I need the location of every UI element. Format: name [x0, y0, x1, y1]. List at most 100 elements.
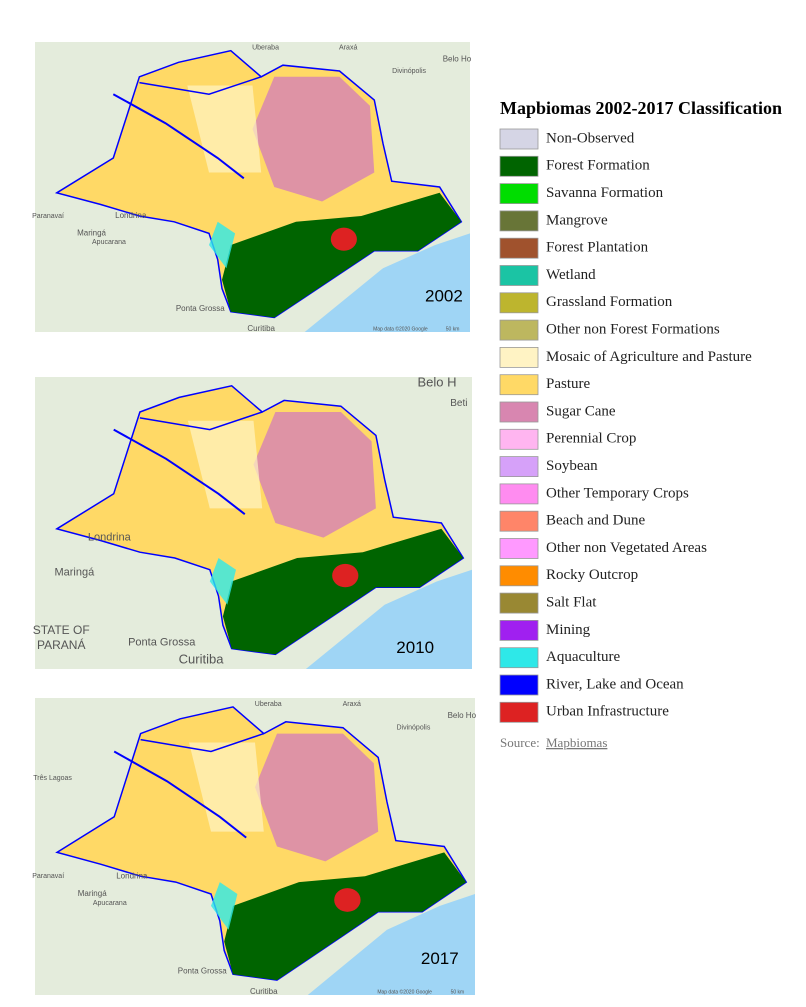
map-label: Londrina	[116, 871, 148, 880]
sugar-cane-area	[252, 76, 375, 202]
forest-area	[222, 528, 464, 655]
legend-swatch	[499, 401, 539, 423]
legend-swatch	[499, 428, 539, 450]
map-label: Três Lagoas	[33, 775, 72, 782]
legend-label: Beach and Dune	[546, 513, 645, 529]
legend-swatch	[499, 265, 539, 286]
legend-label: Mangrove	[546, 212, 608, 228]
map-label: Curitiba	[247, 324, 275, 333]
legend-label: Pasture	[546, 376, 591, 392]
legend-label: Grassland Formation	[546, 294, 673, 310]
map-label: Paranavaí	[32, 213, 64, 220]
ocean	[307, 894, 475, 995]
map-label: Maringá	[77, 229, 106, 238]
map-label: 50 km	[451, 989, 465, 995]
source-link[interactable]: Mapbiomas	[546, 735, 607, 750]
map-panel: Uberaba Araxá Divinópolis Belo Ho Três Lagoa…	[32, 698, 477, 996]
legend-swatch	[499, 319, 539, 341]
legend-swatch	[499, 346, 539, 368]
legend-label: Sugar Cane	[546, 403, 616, 419]
legend-swatch	[499, 292, 539, 314]
legend-label: Other Temporary Crops	[546, 485, 689, 501]
river	[139, 76, 262, 95]
map-year: 2010	[396, 638, 434, 657]
map-label: Belo H	[418, 374, 457, 389]
legend-swatch	[499, 155, 539, 177]
legend-swatch	[499, 701, 539, 723]
legend-label: Perennial Crop	[546, 431, 636, 447]
river	[140, 732, 265, 753]
map-year: 2017	[421, 949, 459, 968]
source-label: Source:	[500, 735, 540, 750]
legend-label: Salt Flat	[546, 595, 597, 611]
legend-label: Soybean	[546, 458, 598, 474]
legend-swatch	[499, 647, 539, 669]
map-label: Beti	[450, 398, 467, 409]
map-label: Maringá	[78, 889, 107, 898]
legend-label: Mosaic of Agriculture and Pasture	[546, 349, 752, 365]
river	[113, 428, 246, 515]
map-year: 2002	[425, 287, 463, 306]
aquaculture-area	[211, 882, 238, 930]
legend-swatch	[499, 674, 539, 696]
ocean	[305, 569, 472, 669]
river	[113, 750, 247, 839]
legend-swatch	[499, 237, 539, 259]
map-label: Curitiba	[179, 652, 225, 667]
legend-label: Other non Vegetated Areas	[546, 540, 707, 556]
map-label: Divinópolis	[396, 725, 430, 732]
legend-label: Non-Observed	[546, 130, 635, 146]
urban-area	[330, 227, 357, 251]
legend-swatch	[499, 210, 539, 232]
map-label: Uberaba	[252, 45, 279, 52]
forest-area	[224, 852, 467, 981]
map-label: Belo Ho	[443, 55, 472, 64]
aquaculture-area	[209, 221, 236, 269]
river	[112, 93, 245, 180]
legend-swatch	[499, 483, 539, 505]
legend-swatch	[499, 183, 539, 205]
legend-label: Other non Forest Formations	[546, 322, 720, 338]
map-label: Divinópolis	[392, 68, 426, 75]
legend-swatch	[499, 374, 539, 396]
legend-label: Forest Formation	[546, 158, 650, 174]
map-label: Londrina	[115, 211, 147, 220]
sugar-cane-area	[255, 733, 379, 862]
map-label: Curitiba	[250, 987, 278, 996]
legend-label: Mining	[546, 622, 591, 638]
map-label: Ponta Grossa	[128, 637, 196, 649]
map-label: Ponta Grossa	[178, 966, 227, 975]
legend-title: Mapbiomas 2002-2017 Classification	[500, 98, 782, 118]
map-label: STATE OF	[33, 623, 90, 637]
map-panel: Uberaba Araxá Divinópolis Belo Ho Paranavaí M…	[32, 42, 472, 333]
legend-label: River, Lake and Ocean	[546, 676, 684, 692]
sugar-cane-area	[253, 412, 376, 538]
legend-swatch	[499, 592, 539, 614]
map-label: Belo Ho	[448, 711, 477, 720]
legend-label: Urban Infrastructure	[546, 704, 669, 720]
legend-swatch	[499, 620, 539, 641]
map-label: Araxá	[343, 701, 361, 708]
legend-swatch	[499, 538, 539, 559]
urban-area	[334, 888, 361, 912]
ocean	[304, 233, 470, 332]
legend-swatch	[499, 510, 539, 532]
map-label: Apucarana	[93, 900, 127, 907]
legend-label: Forest Plantation	[546, 240, 649, 256]
map-label: Araxá	[339, 45, 357, 52]
map-label: Londrina	[88, 532, 132, 544]
map-label: Ponta Grossa	[176, 304, 225, 313]
map-label: Apucarana	[92, 239, 126, 246]
map-label: Map data ©2020 Google	[377, 988, 432, 995]
map-label: Map data ©2020 Google	[373, 325, 428, 332]
map-label: PARANÁ	[37, 637, 85, 652]
legend-swatch	[499, 565, 539, 587]
river	[139, 411, 263, 431]
legend-swatch	[499, 456, 539, 478]
forest-area	[222, 192, 462, 318]
map-label: Uberaba	[255, 701, 282, 708]
legend-swatch	[499, 128, 539, 150]
map-label: 50 km	[446, 326, 460, 332]
